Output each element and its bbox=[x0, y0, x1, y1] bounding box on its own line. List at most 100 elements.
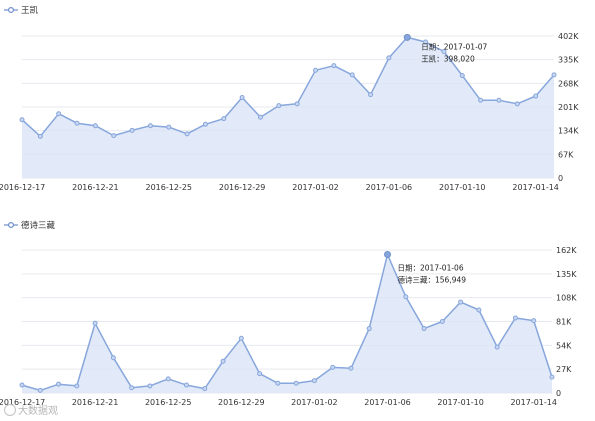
top-data-point[interactable] bbox=[276, 103, 282, 109]
bottom-data-point[interactable] bbox=[293, 380, 299, 386]
bottom-tooltip-value: 德诗三藏：156,949 bbox=[398, 274, 467, 284]
bottom-data-point[interactable] bbox=[494, 344, 500, 350]
bottom-data-point[interactable] bbox=[37, 387, 43, 393]
bottom-data-point[interactable] bbox=[110, 355, 116, 361]
top-data-point[interactable] bbox=[19, 117, 25, 123]
top-series-area bbox=[22, 37, 554, 179]
bottom-data-point[interactable] bbox=[19, 382, 25, 388]
bottom-data-point[interactable] bbox=[549, 374, 555, 380]
bottom-data-point[interactable] bbox=[220, 358, 226, 364]
top-y-tick-label: 0 bbox=[558, 174, 563, 183]
bottom-data-point[interactable] bbox=[421, 326, 427, 332]
top-data-point[interactable] bbox=[423, 39, 429, 45]
bottom-data-point[interactable] bbox=[476, 307, 482, 313]
chart-bottom: 德诗三藏 0 27K 54K 81K 108K 135K 162K 2016-12-17 2016… bbox=[0, 212, 595, 421]
bottom-legend-marker-icon[interactable] bbox=[8, 222, 15, 229]
bottom-data-point[interactable] bbox=[183, 382, 189, 388]
watermark-text: 大数据观 bbox=[18, 406, 58, 417]
top-data-point[interactable] bbox=[368, 92, 374, 98]
top-data-point[interactable] bbox=[533, 93, 539, 99]
bottom-series-area bbox=[22, 254, 552, 393]
bottom-data-point[interactable] bbox=[348, 365, 354, 371]
bottom-series-line bbox=[21, 253, 553, 392]
top-x-tick-label: 2017-01-14 bbox=[512, 183, 559, 192]
top-data-point[interactable] bbox=[74, 120, 80, 126]
bottom-data-point[interactable] bbox=[275, 380, 281, 386]
bottom-data-point[interactable] bbox=[366, 326, 372, 332]
top-data-point[interactable] bbox=[221, 116, 227, 122]
bottom-data-point[interactable] bbox=[330, 364, 336, 370]
top-data-point[interactable] bbox=[257, 114, 263, 120]
top-data-point[interactable] bbox=[129, 127, 135, 133]
top-x-tick-label: 2016-12-29 bbox=[219, 183, 266, 192]
top-x-tick-label: 2017-01-10 bbox=[439, 183, 486, 192]
bottom-data-point[interactable] bbox=[92, 320, 98, 326]
top-data-point[interactable] bbox=[459, 73, 465, 79]
top-x-tick-label: 2016-12-17 bbox=[0, 183, 45, 192]
top-data-point[interactable] bbox=[313, 67, 319, 73]
top-data-point[interactable] bbox=[349, 72, 355, 78]
top-data-point[interactable] bbox=[551, 72, 557, 78]
top-data-point[interactable] bbox=[331, 63, 337, 69]
top-x-tick-label: 2017-01-06 bbox=[366, 183, 413, 192]
bottom-x-tick-label: 2017-01-10 bbox=[437, 398, 484, 407]
bottom-data-point[interactable] bbox=[165, 376, 171, 382]
bottom-data-point[interactable] bbox=[238, 335, 244, 341]
bottom-x-tick-label: 2016-12-25 bbox=[145, 398, 192, 407]
bottom-data-point[interactable] bbox=[129, 385, 135, 391]
bottom-y-tick-label: 81K bbox=[556, 318, 572, 327]
top-data-point[interactable] bbox=[514, 101, 520, 107]
top-data-point[interactable] bbox=[166, 124, 172, 130]
bottom-x-tick-label: 2017-01-02 bbox=[291, 398, 338, 407]
watermark-logo-icon bbox=[4, 404, 16, 416]
bottom-y-tick-label: 27K bbox=[556, 365, 572, 374]
top-data-point[interactable] bbox=[184, 131, 190, 137]
bottom-tooltip-date: 日期：2017-01-06 bbox=[398, 263, 464, 272]
chart-bottom-svg: 德诗三藏 0 27K 54K 81K 108K 135K 162K 2016-12-17 2016… bbox=[0, 220, 577, 407]
top-data-point[interactable] bbox=[111, 133, 117, 139]
top-y-tick-label: 402K bbox=[558, 32, 579, 41]
chart-top: 王凯 0 67K 134K 201K 268K 335K 402K 2016-12-17 2016… bbox=[0, 0, 595, 208]
top-data-point[interactable] bbox=[147, 123, 153, 129]
top-data-point[interactable] bbox=[56, 111, 62, 117]
top-data-point[interactable] bbox=[92, 123, 98, 129]
top-tooltip-value: 王凯：398,020 bbox=[421, 53, 475, 63]
top-data-point[interactable] bbox=[294, 101, 300, 107]
bottom-y-tick-label: 0 bbox=[556, 389, 561, 398]
top-data-point[interactable] bbox=[239, 94, 245, 100]
top-data-point[interactable] bbox=[441, 49, 447, 55]
top-data-point[interactable] bbox=[202, 121, 208, 127]
bottom-data-point[interactable] bbox=[147, 383, 153, 389]
bottom-x-tick-label: 2016-12-29 bbox=[218, 398, 265, 407]
bottom-legend-label[interactable]: 德诗三藏 bbox=[21, 220, 56, 231]
top-y-tick-label: 335K bbox=[558, 56, 579, 65]
bottom-data-point[interactable] bbox=[458, 299, 464, 305]
top-data-point[interactable] bbox=[478, 97, 484, 103]
top-tooltip-date: 日期：2017-01-07 bbox=[421, 42, 487, 51]
top-series-line bbox=[21, 36, 555, 138]
bottom-data-point[interactable] bbox=[531, 318, 537, 324]
top-y-tick-label: 201K bbox=[558, 103, 579, 112]
bottom-data-point[interactable] bbox=[311, 378, 317, 384]
top-data-point[interactable] bbox=[386, 55, 392, 61]
bottom-data-point[interactable] bbox=[257, 371, 263, 377]
top-legend-label[interactable]: 王凯 bbox=[21, 5, 39, 16]
top-x-tick-label: 2017-01-02 bbox=[292, 183, 339, 192]
bottom-x-tick-label: 2017-01-06 bbox=[364, 398, 411, 407]
bottom-data-point[interactable] bbox=[439, 319, 445, 324]
top-legend-marker-icon[interactable] bbox=[8, 6, 15, 14]
bottom-x-tick-label: 2016-12-17 bbox=[0, 398, 45, 407]
bottom-data-point[interactable] bbox=[74, 383, 80, 389]
bottom-data-point[interactable] bbox=[202, 386, 208, 392]
top-y-tick-label: 67K bbox=[558, 150, 574, 159]
bottom-data-point[interactable] bbox=[56, 381, 62, 387]
chart-top-svg: 王凯 0 67K 134K 201K 268K 335K 402K 2016-12-17 2016… bbox=[0, 5, 579, 192]
bottom-data-point-highlighted[interactable] bbox=[384, 250, 392, 258]
watermark: 大数据观 bbox=[4, 402, 58, 417]
top-data-point[interactable] bbox=[37, 133, 43, 139]
top-data-point[interactable] bbox=[496, 97, 502, 103]
bottom-data-point[interactable] bbox=[403, 294, 409, 300]
top-data-point-highlighted[interactable] bbox=[403, 33, 411, 41]
bottom-y-tick-label: 162K bbox=[556, 246, 577, 255]
bottom-data-point[interactable] bbox=[512, 315, 518, 321]
